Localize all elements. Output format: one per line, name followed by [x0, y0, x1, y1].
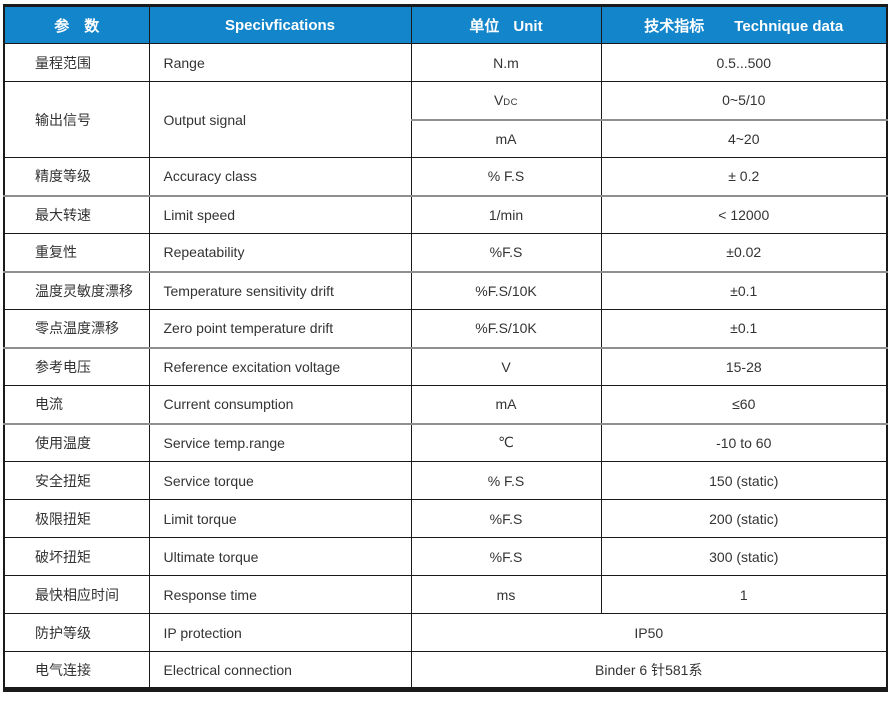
- cell-spec: Accuracy class: [148, 157, 412, 197]
- specifications-table: 参 数 Specivfications 单位 Unit 技术指标 Technique…: [3, 4, 888, 692]
- cell-unit: %F.S: [410, 233, 602, 273]
- cell-param: 防护等级: [3, 613, 150, 652]
- unit-subscript: DC: [503, 97, 519, 109]
- cell-value: 15-28: [600, 347, 888, 386]
- cell-param: 参考电压: [3, 347, 150, 386]
- column-header-spec: Specivfications: [148, 5, 412, 44]
- cell-spec: Reference excitation voltage: [148, 347, 412, 386]
- column-header-tech-en: Technique data: [734, 17, 844, 35]
- cell-value: 200 (static): [600, 499, 888, 538]
- column-header-unit-zh: 单位: [469, 17, 500, 35]
- table-row: 量程范围 Range N.m 0.5...500: [3, 43, 888, 82]
- cell-param: 破坏扭矩: [3, 537, 150, 576]
- cell-value: 4~20: [600, 119, 888, 158]
- column-header-param: 参 数: [3, 5, 150, 44]
- cell-unit: %F.S: [410, 537, 602, 576]
- table-row: 最大转速 Limit speed 1/min < 12000: [3, 195, 888, 234]
- column-header-param-label: 参 数: [54, 17, 100, 35]
- table-row: 电流 Current consumption mA ≤60: [3, 385, 888, 425]
- table-row: 参考电压 Reference excitation voltage V 15-28: [3, 347, 888, 386]
- table-row: 电气连接 Electrical connection Binder 6 针581系: [3, 651, 888, 690]
- cell-value: ± 0.2: [600, 157, 888, 197]
- cell-spec: Electrical connection: [148, 651, 412, 690]
- cell-param: 使用温度: [3, 423, 150, 462]
- cell-spec: Response time: [148, 575, 412, 614]
- cell-param: 精度等级: [3, 157, 150, 197]
- cell-value: 150 (static): [600, 461, 888, 500]
- cell-unit: %F.S/10K: [410, 271, 602, 310]
- cell-unit: % F.S: [410, 461, 602, 500]
- table-body: 量程范围 Range N.m 0.5...500 输出信号 Output signal VD…: [3, 43, 888, 690]
- cell-value: 0~5/10: [600, 81, 888, 121]
- table-row: 零点温度漂移 Zero point temperature drift %F.S/1…: [3, 309, 888, 349]
- cell-spec: Ultimate torque: [148, 537, 412, 576]
- cell-value: ±0.02: [600, 233, 888, 273]
- cell-unit: %F.S: [410, 499, 602, 538]
- cell-value: ±0.1: [600, 309, 888, 349]
- column-header-unit-en: Unit: [513, 17, 543, 35]
- cell-spec: Current consumption: [148, 385, 412, 425]
- table-row: 安全扭矩 Service torque% F.S 150 (static): [3, 461, 888, 500]
- cell-value: ±0.1: [600, 271, 888, 310]
- cell-spec: Service torque: [148, 461, 412, 500]
- cell-value: < 12000: [600, 195, 888, 234]
- cell-param: 电气连接: [3, 651, 150, 690]
- table-row: 重复性 Repeatability %F.S ±0.02: [3, 233, 888, 273]
- cell-param: 重复性: [3, 233, 150, 273]
- cell-unit: mA: [410, 385, 602, 425]
- cell-param: 最大转速: [3, 195, 150, 234]
- table-row: 防护等级 IP protection IP50: [3, 613, 888, 652]
- table-row: 最快相应时间 Response time ms 1: [3, 575, 888, 614]
- table-row: 破坏扭矩 Ultimate torque %F.S 300 (static): [3, 537, 888, 576]
- cell-param: 安全扭矩: [3, 461, 150, 500]
- cell-param: 量程范围: [3, 43, 150, 82]
- cell-spec: Limit speed: [148, 195, 412, 234]
- cell-param: 最快相应时间: [3, 575, 150, 614]
- cell-merged-value: Binder 6 针581系: [410, 651, 888, 690]
- cell-value: -10 to 60: [600, 423, 888, 462]
- cell-value: 300 (static): [600, 537, 888, 576]
- cell-value: 1: [600, 575, 888, 614]
- column-header-unit: 单位 Unit: [410, 5, 602, 44]
- column-header-tech: 技术指标 Technique data: [600, 5, 888, 44]
- table-row: 输出信号 Output signal VDC 0~5/10: [3, 81, 888, 158]
- cell-spec: IP protection: [148, 613, 412, 652]
- cell-unit: % F.S: [410, 157, 602, 197]
- cell-unit: V: [410, 347, 602, 386]
- cell-spec: Repeatability: [148, 233, 412, 273]
- cell-spec: Temperature sensitivity drift: [148, 271, 412, 310]
- cell-unit: %F.S/10K: [410, 309, 602, 349]
- table-row: 使用温度 Service temp.range ℃ -10 to 60: [3, 423, 888, 462]
- cell-unit: ms: [410, 575, 602, 614]
- cell-param: 零点温度漂移: [3, 309, 150, 349]
- cell-value: ≤60: [600, 385, 888, 425]
- cell-value: 0.5...500: [600, 43, 888, 82]
- cell-spec: Zero point temperature drift: [148, 309, 412, 349]
- header-row: 参 数 Specivfications 单位 Unit 技术指标 Technique…: [3, 5, 888, 44]
- column-header-tech-zh: 技术指标: [644, 17, 705, 35]
- table-row: 温度灵敏度漂移 Temperature sensitivity drift %F.S…: [3, 271, 888, 310]
- table-row: mA 4~20: [4, 119, 888, 158]
- cell-param: 输出信号: [3, 81, 150, 158]
- cell-param: 温度灵敏度漂移: [3, 271, 150, 310]
- cell-unit: mA: [410, 119, 602, 158]
- cell-spec: Range: [148, 43, 412, 82]
- cell-unit: VDC: [410, 81, 602, 121]
- cell-spec: Service temp.range: [148, 423, 412, 462]
- cell-unit: ℃: [410, 423, 602, 462]
- cell-spec: Output signal: [148, 81, 412, 158]
- cell-unit: 1/min: [410, 195, 602, 234]
- cell-unit: N.m: [410, 43, 602, 82]
- cell-merged-value: IP50: [410, 613, 888, 652]
- table-row: 精度等级 Accuracy class% F.S ± 0.2: [3, 157, 888, 197]
- cell-param: 电流: [3, 385, 150, 425]
- table-row: 极限扭矩 Limit torque %F.S 200 (static): [3, 499, 888, 538]
- cell-spec: Limit torque: [148, 499, 412, 538]
- cell-param: 极限扭矩: [3, 499, 150, 538]
- column-header-spec-label: Specivfications: [224, 16, 336, 34]
